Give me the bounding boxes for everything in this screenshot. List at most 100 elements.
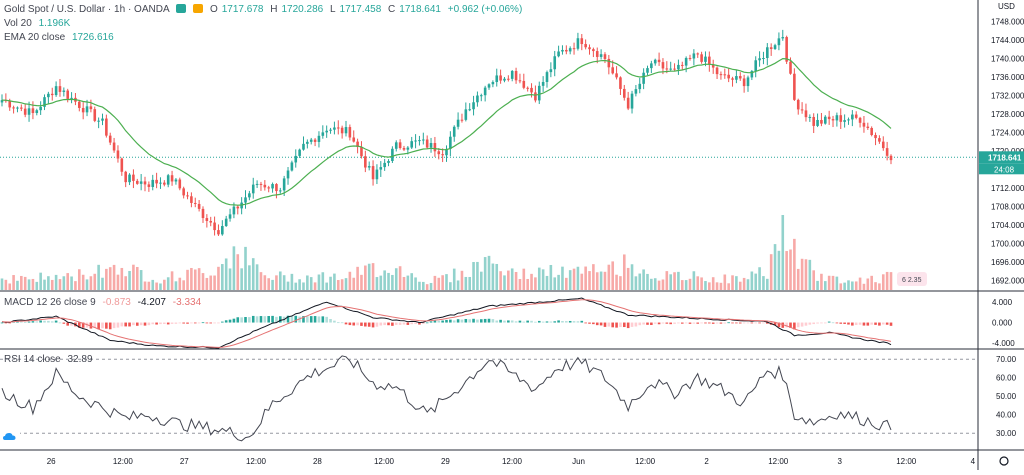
volume-bar [595,272,599,290]
volume-bar [777,250,781,290]
candle-body [8,101,12,108]
volume-bar [406,275,410,290]
volume-bar [163,279,166,290]
candle-body [820,119,823,124]
macd-histogram-bar [278,316,282,323]
macd-histogram-bar [599,322,603,326]
macd-histogram-bar [650,322,653,326]
settings-icon[interactable] [999,456,1009,466]
candle-body [881,141,885,149]
candle-body [746,77,750,87]
volume-badge-bg [897,272,927,286]
volume-bar [259,272,263,290]
vol-legend[interactable]: Vol 20 1.196K [4,18,74,29]
macd-histogram-bar [371,322,375,328]
candle-body [78,101,81,108]
rsi-legend[interactable]: RSI 14 close 32.89 [4,354,97,365]
time-tick-label: 12:00 [768,457,789,466]
candle-body [777,38,781,46]
volume-bar [607,264,611,290]
time-axis[interactable]: 26 12:00 27 12:00 28 12:00 29 12:00 Jun 12:00 2 12:… [47,456,1009,466]
candle-body [568,48,572,52]
candle-body [282,178,286,191]
volume-bar [0,278,4,290]
volume-bar [781,215,785,290]
macd-histogram-bar [452,320,456,323]
volume-bar [731,275,734,290]
candle-body [278,190,282,192]
volume-bar [711,277,715,290]
candle-body [267,187,270,189]
candle-body [402,147,406,150]
alert-icon[interactable] [193,4,204,13]
price-tick-label: 1712.000 [991,184,1024,193]
countdown-text: 24:08 [994,165,1015,174]
price-tick-label: 1736.000 [991,73,1024,82]
cloud-icon[interactable] [0,428,20,446]
volume-bar [526,278,529,290]
volume-bar [105,268,108,290]
volume-bar [205,277,209,290]
candle-body [352,137,356,142]
macd-histogram-bar [240,317,243,323]
volume-bar [120,267,124,290]
macd-histogram-bar [306,316,309,323]
volume-bar [657,280,661,290]
candle-body [816,119,819,126]
volume-bar [476,261,479,290]
volume-bar [294,282,298,290]
volume-bar [58,279,62,290]
volume-bar [54,274,58,290]
candle-body [166,175,170,185]
macd-histogram-bar [619,322,622,327]
candle-body [205,218,209,221]
volume-bar [31,278,35,290]
candle-body [383,162,386,168]
macd-histogram-bar [344,322,348,325]
time-tick-label: 3 [837,457,842,466]
volume-bar [74,281,77,290]
macd-histogram-bar [147,322,151,326]
price-tick-label: 1740.000 [991,54,1024,63]
volume-bar [116,274,120,290]
macd-histogram-bar [62,322,66,324]
candle-body [35,110,39,114]
candle-body [364,156,367,168]
volume-bar [507,270,510,290]
volume-bar [367,263,371,290]
macd-histogram-bar [835,322,839,324]
volume-bar [700,277,703,290]
macd-histogram-bar [731,322,734,324]
macd-histogram-bar [317,316,321,323]
volume-bar [758,267,761,290]
price-axis[interactable]: 1748.000 1744.000 1740.000 1736.000 1732.000… [897,2,1024,438]
symbol-title: Gold Spot / U.S. Dollar · 1h · OANDA [4,4,170,15]
volume-bar [298,279,301,290]
candle-body [294,155,298,163]
macd-histogram-bar [159,322,162,325]
macd-histogram-bar [116,322,120,328]
macd-histogram-bar [595,322,599,326]
volume-bar [460,270,464,290]
macd-histogram-bar [394,322,398,325]
status-icon[interactable] [176,4,187,13]
candle-body [54,86,58,96]
volume-bar [599,271,603,290]
volume-bar [340,279,344,290]
macd-legend[interactable]: MACD 12 26 close 9 -0.873 -4.207 -3.334 [4,297,205,308]
macd-histogram-bar [499,319,502,323]
time-tick-label: 12:00 [374,457,395,466]
candle-body [433,142,437,152]
volume-bar [39,272,42,290]
rsi-line-path [1,355,892,442]
price-tick-label: 1748.000 [991,17,1024,26]
candle-body [20,107,23,109]
macd-histogram-bar [364,322,367,327]
candle-body [263,184,267,188]
ema-legend[interactable]: EMA 20 close 1726.616 [4,32,118,43]
volume-bar [174,281,178,290]
volume-bar [669,274,672,290]
volume-bar [27,279,31,290]
